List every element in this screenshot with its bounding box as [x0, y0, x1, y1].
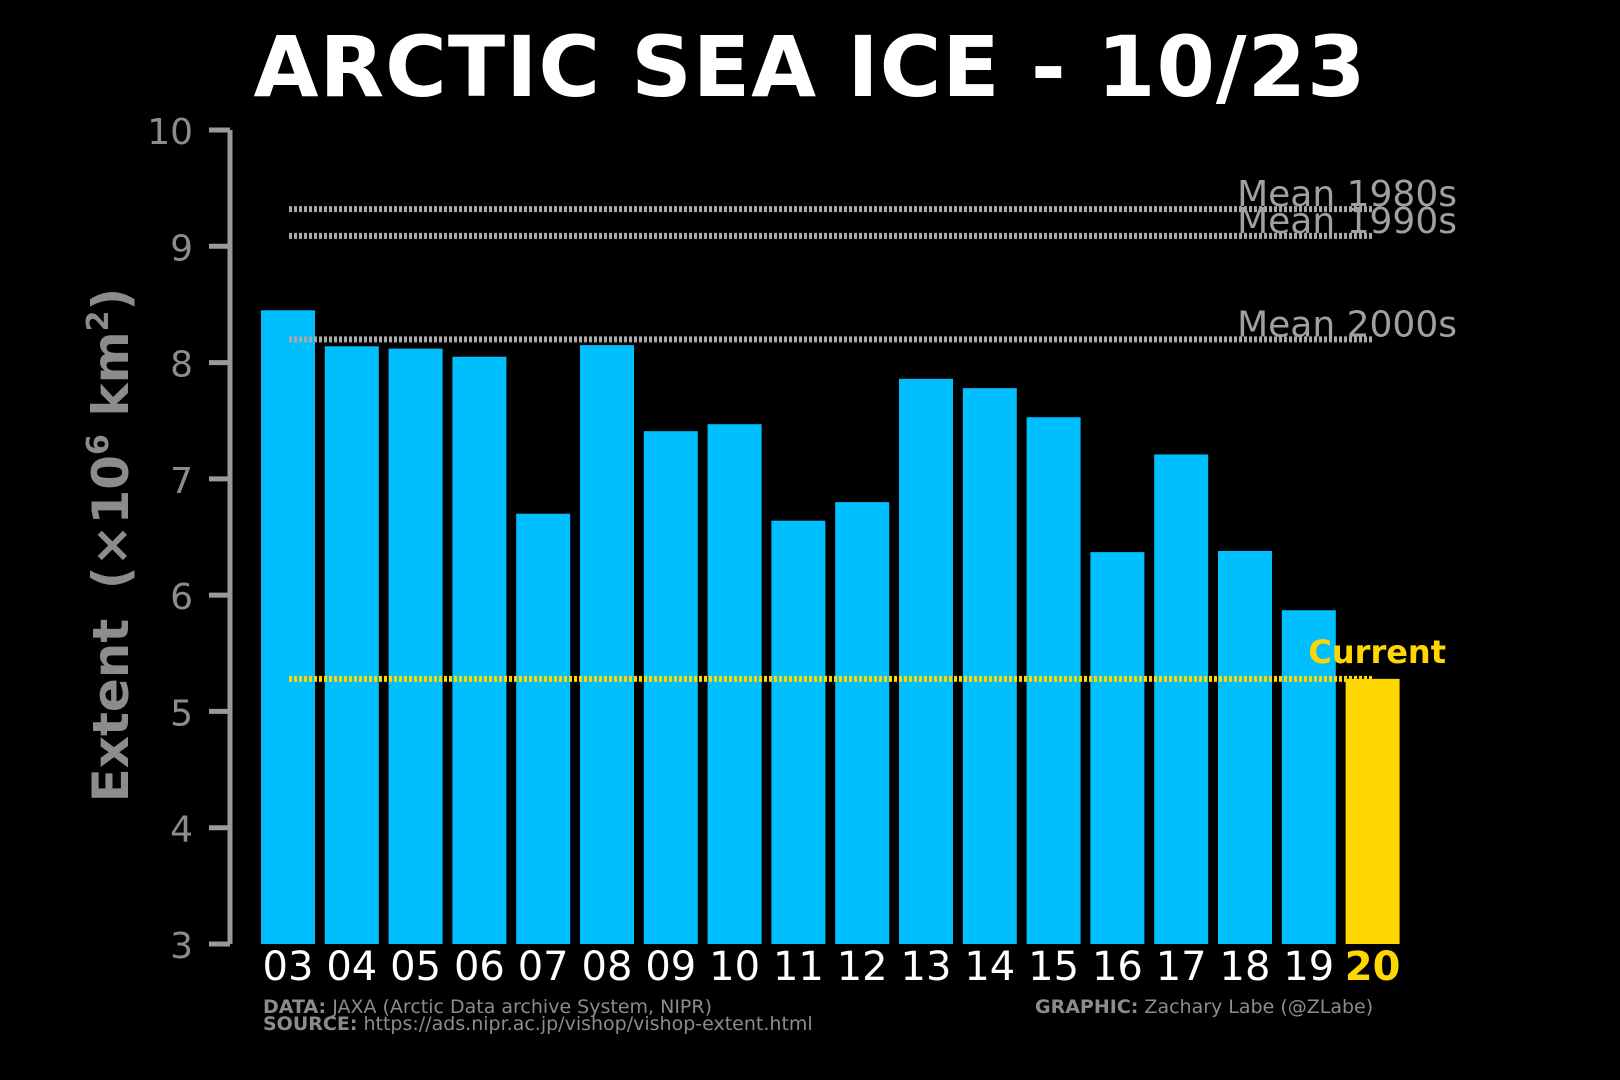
- x-tick-label: 05: [390, 944, 441, 990]
- y-tick-label: 6: [170, 577, 193, 618]
- footer-graphic: GRAPHIC: Zachary Labe (@ZLabe): [1035, 996, 1373, 1018]
- footer-data-label: DATA:: [263, 996, 327, 1018]
- svg-text:Extent (×106 km2): Extent (×106 km2): [81, 288, 140, 803]
- bar: [324, 346, 379, 944]
- x-tick-label: 12: [837, 944, 888, 990]
- bar-current: [1345, 678, 1400, 944]
- footer-source: SOURCE: https://ads.nipr.ac.jp/vishop/vi…: [263, 1013, 813, 1035]
- x-tick-label: 08: [582, 944, 633, 990]
- mean-line-label: Mean 2000s: [1237, 304, 1457, 345]
- x-axis-ticks: 03 04 05 06 07 08 09 10 11 12 13 14 15 16 17 18 19 20: [263, 944, 1401, 990]
- y-axis: 3 4 5 6 7 8 9 10: [147, 112, 233, 967]
- y-axis-label: Extent (×106 km2): [81, 288, 140, 803]
- footer-data-text: JAXA (Arctic Data archive System, NIPR): [332, 996, 712, 1018]
- x-tick-label: 13: [901, 944, 952, 990]
- bar: [516, 513, 571, 944]
- footer-graphic-text: Zachary Labe (@ZLabe): [1144, 996, 1374, 1018]
- y-axis-label-text: Extent: [82, 619, 140, 803]
- y-axis-unit-mid: km: [82, 331, 140, 434]
- bar: [261, 310, 315, 944]
- y-tick-label: 5: [170, 693, 193, 734]
- bar: [580, 345, 634, 945]
- x-tick-label: 06: [454, 944, 505, 990]
- bar: [1281, 610, 1336, 944]
- x-tick-label: 04: [326, 944, 377, 990]
- x-tick-label: 03: [263, 944, 314, 990]
- bar: [1154, 454, 1209, 944]
- current-line-label: Current: [1308, 633, 1446, 671]
- footer-graphic-label: GRAPHIC:: [1035, 996, 1139, 1018]
- mean-line-label: Mean 1980s: [1237, 174, 1457, 215]
- x-tick-label: 10: [709, 944, 760, 990]
- footer-data: DATA: JAXA (Arctic Data archive System, …: [263, 996, 712, 1018]
- footer-source-label: SOURCE:: [263, 1013, 358, 1035]
- y-axis-unit-prefix: (×10: [82, 455, 140, 589]
- y-tick-label: 4: [170, 810, 193, 851]
- x-tick-label: 18: [1220, 944, 1271, 990]
- bar: [1090, 552, 1145, 944]
- y-axis-unit-exp2: 2: [81, 310, 116, 331]
- x-tick-label: 07: [518, 944, 569, 990]
- bar: [899, 378, 953, 944]
- mean-line-label: Mean 1990s: [1237, 201, 1457, 242]
- bar: [962, 388, 1017, 944]
- y-axis-unit-exp: 6: [81, 434, 116, 455]
- bar: [1218, 550, 1272, 944]
- y-tick-label: 10: [147, 112, 193, 153]
- y-tick-label: 8: [170, 345, 193, 386]
- bar: [388, 348, 443, 944]
- x-tick-label: 15: [1028, 944, 1079, 990]
- x-tick-label: 14: [964, 944, 1015, 990]
- x-tick-label: 16: [1092, 944, 1143, 990]
- x-tick-label: 20: [1345, 944, 1401, 990]
- footer-source-text: https://ads.nipr.ac.jp/vishop/vishop-ext…: [363, 1013, 813, 1035]
- y-tick-label: 7: [170, 461, 193, 502]
- x-tick-label: 19: [1283, 944, 1334, 990]
- chart-title: ARCTIC SEA ICE - 10/23: [253, 18, 1367, 116]
- y-tick-label: 9: [170, 228, 193, 269]
- bar: [707, 424, 762, 944]
- x-tick-label: 09: [645, 944, 696, 990]
- y-tick-label: 3: [170, 926, 193, 967]
- bar: [771, 520, 826, 944]
- bar: [643, 431, 698, 944]
- x-tick-label: 11: [773, 944, 824, 990]
- bar: [835, 502, 890, 944]
- bar: [452, 356, 507, 944]
- bars: [261, 310, 1400, 945]
- x-tick-label: 17: [1156, 944, 1207, 990]
- y-axis-unit-suffix: ): [82, 288, 140, 311]
